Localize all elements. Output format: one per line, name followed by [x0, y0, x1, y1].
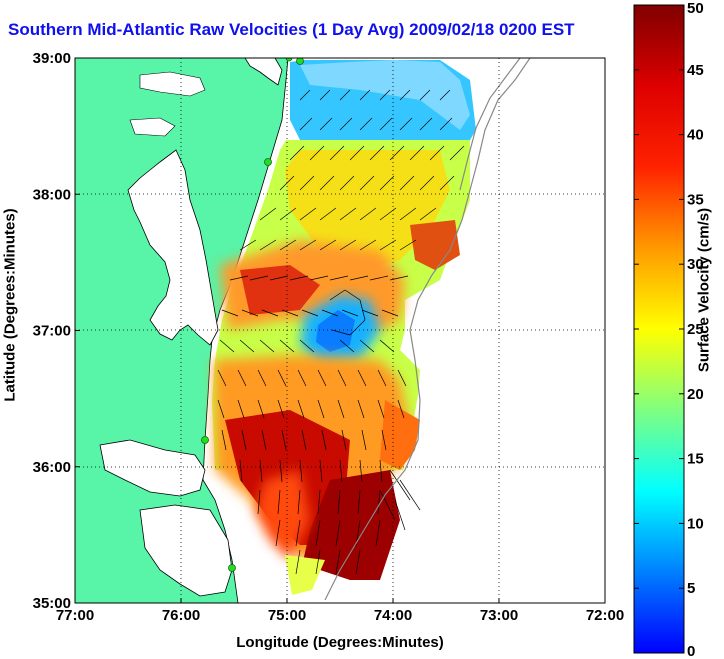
colorbar-label: Surface Velocity (cm/s)	[695, 207, 713, 373]
colorbar-tick-label: 15	[687, 451, 704, 468]
y-tick-label: 37:00	[33, 323, 71, 340]
grid-lines	[75, 58, 605, 603]
y-tick-label: 39:00	[33, 50, 71, 67]
chesapeake-bay	[127, 149, 219, 346]
colorbar-tick-label: 20	[687, 386, 704, 403]
x-tick-label: 74:00	[374, 607, 412, 624]
velocity-field	[212, 60, 476, 595]
site-marker	[201, 436, 209, 444]
x-axis-label: Longitude (Degrees:Minutes)	[236, 634, 444, 651]
y-tick-label: 36:00	[33, 459, 71, 476]
colorbar-tick-label: 35	[687, 191, 704, 208]
colorbar-tick-label: 40	[687, 127, 704, 144]
y-tick-label: 35:00	[33, 595, 71, 612]
chart-title: Southern Mid-Atlantic Raw Velocities (1 …	[8, 20, 575, 39]
colorbar	[633, 4, 685, 654]
site-marker	[228, 564, 236, 572]
x-tick-label: 76:00	[162, 607, 200, 624]
site-marker	[285, 58, 293, 62]
colorbar-tick-label: 25	[687, 321, 704, 338]
x-tick-label: 75:00	[268, 607, 306, 624]
colorbar-tick-label: 5	[687, 580, 695, 597]
colorbar-tick-label: 30	[687, 256, 704, 273]
delaware-bay	[244, 58, 283, 86]
albemarle-sound	[99, 439, 206, 497]
bathymetry-contours	[324, 58, 531, 601]
y-axis-label: Latitude (Degrees:Minutes)	[1, 208, 19, 402]
x-tick-label: 73:00	[480, 607, 518, 624]
colorbar-tick-label: 50	[687, 0, 704, 17]
site-marker	[264, 158, 272, 166]
y-tick-label: 38:00	[33, 186, 71, 203]
pamlico-sound	[139, 504, 233, 597]
colorbar-tick-label: 10	[687, 515, 704, 532]
site-marker	[296, 58, 304, 65]
inland-waters	[129, 71, 206, 137]
site-markers	[201, 58, 304, 572]
colorbar-tick-label: 0	[687, 643, 695, 659]
x-tick-label: 72:00	[586, 607, 624, 624]
colorbar-tick-label: 45	[687, 62, 704, 79]
x-tick-label: 77:00	[56, 607, 94, 624]
